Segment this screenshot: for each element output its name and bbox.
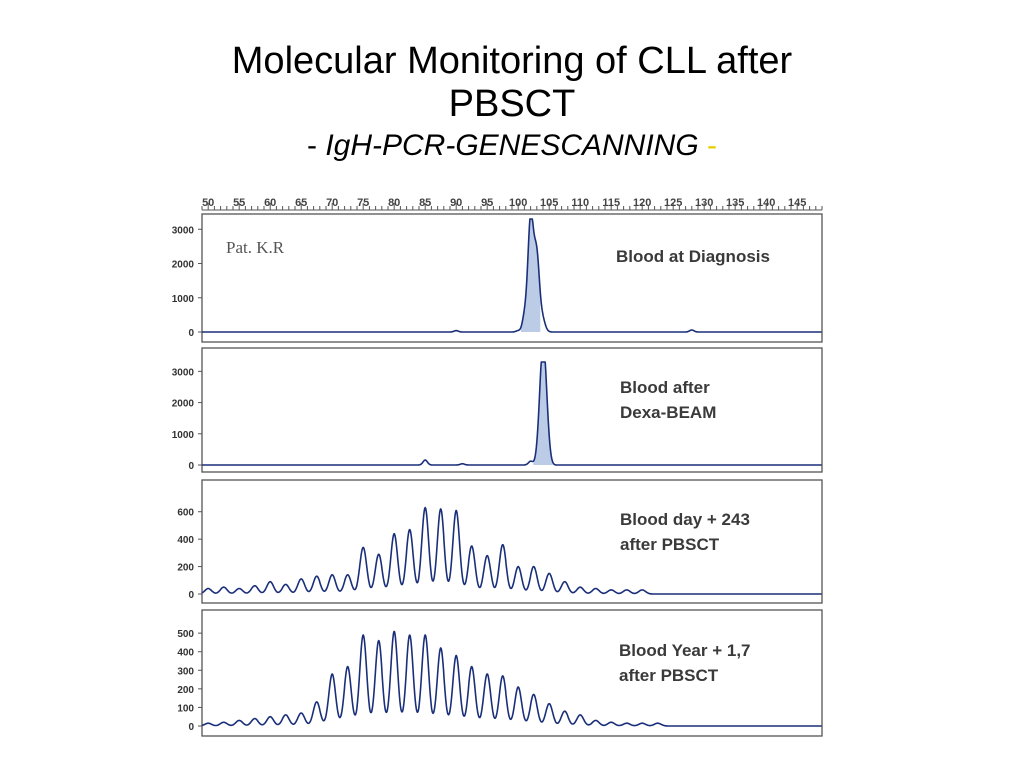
series-trace (201, 506, 822, 595)
y-tick-label: 2000 (172, 260, 195, 271)
x-tick-label: 75 (357, 197, 369, 209)
x-tick-label: 145 (788, 197, 806, 209)
y-tick-label: 100 (177, 703, 194, 714)
panel-label: Blood Year + 1,7 after PBSCT (619, 641, 751, 685)
slide-title-line-1: Molecular Monitoring of CLL after (231, 40, 793, 82)
x-tick-label: 105 (540, 197, 558, 209)
series-trace (201, 218, 822, 333)
slide-title-block: Molecular Monitoring of CLL after PBSCT … (0, 40, 1024, 166)
x-tick-label: 50 (202, 197, 214, 209)
panel-frame (201, 347, 823, 473)
panel-frame (201, 609, 823, 737)
y-tick-label: 2000 (172, 399, 195, 410)
subtitle-trail-dash: - (698, 129, 718, 162)
x-tick-label: 100 (509, 197, 527, 209)
x-tick-label: 90 (450, 197, 462, 209)
y-tick-label: 0 (188, 722, 194, 733)
y-tick-label: 0 (188, 590, 194, 601)
y-tick-label: 300 (177, 666, 194, 677)
x-tick-label: 110 (571, 197, 589, 209)
x-tick-label: 115 (602, 197, 620, 209)
x-tick-label: 125 (664, 197, 682, 209)
x-tick-label: 130 (695, 197, 713, 209)
y-tick-label: 400 (177, 648, 194, 659)
x-tick-label: 70 (326, 197, 338, 209)
x-tick-label: 120 (633, 197, 651, 209)
y-tick-label: 600 (177, 508, 194, 519)
y-tick-label: 400 (177, 535, 194, 546)
clone-peak-fill (533, 362, 553, 465)
x-tick-label: 55 (233, 197, 245, 209)
y-tick-label: 500 (177, 629, 194, 640)
slide-subtitle: - IgH-PCR-GENESCANNING - (0, 126, 1024, 166)
x-tick-label: 135 (726, 197, 744, 209)
subtitle-lead-dash: - (306, 129, 326, 162)
x-tick-label: 60 (264, 197, 276, 209)
x-tick-label: 140 (757, 197, 775, 209)
x-tick-label: 80 (388, 197, 400, 209)
panel-frame (201, 213, 823, 343)
series-trace (201, 630, 822, 727)
y-tick-label: 1000 (172, 294, 195, 305)
panel-frame (201, 479, 823, 604)
y-tick-label: 200 (177, 685, 194, 696)
y-tick-label: 0 (188, 461, 194, 472)
panel-label: Blood at Diagnosis (616, 247, 770, 266)
y-tick-label: 3000 (172, 225, 195, 236)
panel-label: Blood after Dexa-BEAM (620, 378, 717, 422)
subtitle-text: IgH-PCR-GENESCANNING (325, 129, 699, 162)
slide-title-line-2: PBSCT (448, 83, 576, 125)
y-tick-label: 200 (177, 563, 194, 574)
x-tick-label: 65 (295, 197, 307, 209)
y-tick-label: 0 (188, 328, 194, 339)
patient-label: Pat. K.R (226, 238, 285, 257)
x-tick-label: 85 (419, 197, 431, 209)
panel-label: Blood day + 243 after PBSCT (620, 510, 750, 554)
series-trace (201, 361, 822, 466)
x-tick-label: 95 (481, 197, 493, 209)
y-tick-label: 3000 (172, 367, 195, 378)
y-tick-label: 1000 (172, 430, 195, 441)
